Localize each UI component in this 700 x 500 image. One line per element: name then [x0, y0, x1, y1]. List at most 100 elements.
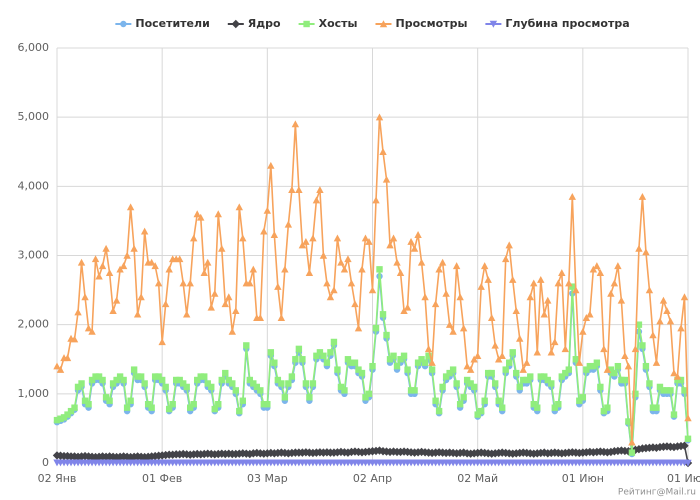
marker [120, 20, 127, 28]
marker [362, 394, 369, 401]
marker [365, 390, 373, 398]
marker [597, 383, 604, 391]
marker [288, 186, 296, 193]
marker [56, 365, 65, 373]
marker [393, 258, 401, 266]
marker [449, 366, 457, 373]
marker [649, 404, 657, 411]
marker [459, 324, 468, 332]
marker [593, 359, 601, 366]
marker [57, 415, 64, 422]
marker [92, 373, 99, 380]
marker [498, 352, 506, 359]
y-tick-label: 4,000 [18, 179, 50, 192]
marker [631, 345, 640, 353]
marker [109, 380, 117, 387]
marker [274, 282, 282, 290]
marker [495, 397, 502, 404]
marker [527, 373, 534, 380]
marker [123, 404, 131, 411]
marker [85, 401, 92, 408]
marker [582, 314, 591, 321]
marker [337, 258, 345, 266]
legend-label: Ядро [248, 17, 281, 30]
marker [351, 300, 359, 308]
marker [347, 279, 356, 287]
marker [63, 354, 72, 362]
marker [431, 300, 440, 308]
marker [428, 359, 436, 366]
marker [215, 401, 222, 408]
marker [495, 355, 503, 363]
marker [218, 244, 226, 252]
marker [537, 276, 545, 283]
marker [670, 369, 678, 377]
marker [652, 359, 661, 366]
marker [555, 401, 562, 408]
marker [502, 255, 510, 263]
marker [179, 279, 187, 287]
marker [190, 234, 198, 242]
y-tick-label: 5,000 [18, 110, 50, 123]
marker [102, 394, 110, 401]
marker [102, 244, 110, 252]
marker [330, 286, 338, 294]
marker [523, 359, 531, 366]
marker [250, 380, 257, 387]
marker [123, 251, 131, 259]
marker [673, 372, 682, 380]
marker [74, 383, 82, 391]
legend-label: Просмотры [395, 17, 467, 30]
marker [186, 279, 194, 287]
marker [64, 411, 71, 418]
marker [463, 376, 471, 384]
marker [284, 220, 293, 228]
marker [288, 373, 296, 380]
marker [421, 293, 429, 301]
marker [211, 405, 218, 413]
marker [414, 359, 422, 366]
marker [84, 324, 93, 332]
marker [211, 289, 219, 297]
marker [291, 120, 300, 128]
marker [596, 269, 605, 276]
marker [183, 383, 190, 391]
marker [635, 244, 643, 252]
marker [341, 387, 348, 394]
marker [369, 362, 376, 370]
marker [680, 293, 689, 301]
marker [344, 356, 352, 363]
marker [144, 401, 152, 408]
marker [466, 365, 475, 373]
legend-item: Хосты [298, 17, 358, 30]
marker [410, 244, 419, 252]
marker [74, 308, 82, 316]
marker [334, 366, 341, 373]
marker [214, 210, 222, 218]
marker [534, 404, 541, 411]
marker [313, 352, 320, 359]
marker [158, 376, 166, 384]
marker [337, 383, 345, 391]
marker [133, 310, 142, 318]
marker [417, 258, 426, 266]
marker [397, 356, 404, 363]
marker [505, 241, 513, 249]
marker [656, 383, 664, 391]
marker [228, 327, 236, 335]
marker [456, 293, 464, 301]
marker [368, 286, 377, 294]
marker [383, 331, 390, 339]
marker [562, 369, 569, 377]
y-tick-label: 3,000 [18, 249, 50, 262]
marker [239, 234, 247, 242]
marker [473, 352, 482, 359]
marker [470, 383, 478, 391]
marker [256, 314, 265, 321]
marker [400, 307, 408, 315]
marker [302, 237, 310, 245]
marker [491, 341, 499, 349]
marker [645, 286, 654, 294]
y-tick-label: 6,000 [18, 41, 50, 54]
marker [137, 293, 145, 301]
